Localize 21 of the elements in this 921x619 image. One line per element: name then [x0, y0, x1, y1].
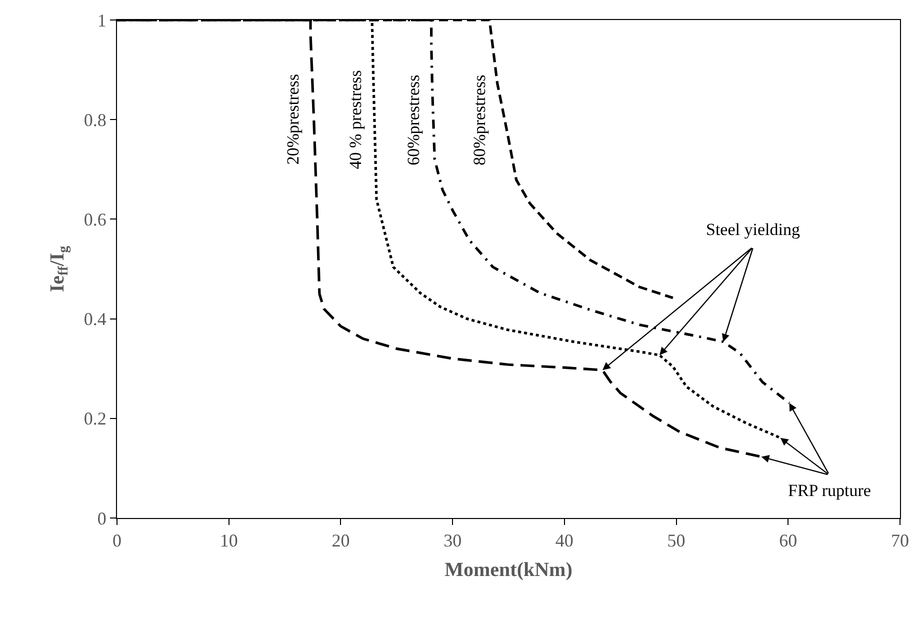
y-tick-label: 0.2 [84, 408, 106, 429]
annotation: Steel yielding [706, 220, 800, 239]
text: 20%prestress [283, 74, 302, 165]
y-tick-label: 1 [97, 10, 106, 30]
x-tick-label: 60 [779, 530, 798, 551]
x-tick-label: 50 [667, 530, 686, 551]
text: 60%prestress [404, 74, 424, 166]
x-tick-label: 20 [332, 530, 350, 551]
x-axis-title: Moment(kNm) [444, 559, 572, 582]
x-tick-label: 10 [220, 530, 238, 551]
annotation: FRP rupture [788, 481, 871, 500]
y-tick-label: 0.8 [84, 110, 106, 130]
x-tick-label: 0 [112, 530, 122, 551]
y-tick-label: 0.4 [84, 309, 106, 330]
x-tick-label: 30 [444, 530, 462, 551]
x-tick-label: 70 [891, 530, 909, 551]
y-tick-label: 0.6 [84, 210, 106, 230]
x-tick-label: 40 [555, 530, 574, 551]
y-tick-label: 0 [97, 508, 106, 528]
text: 80%prestress [470, 74, 490, 166]
text: 40 % prestress [346, 70, 366, 170]
